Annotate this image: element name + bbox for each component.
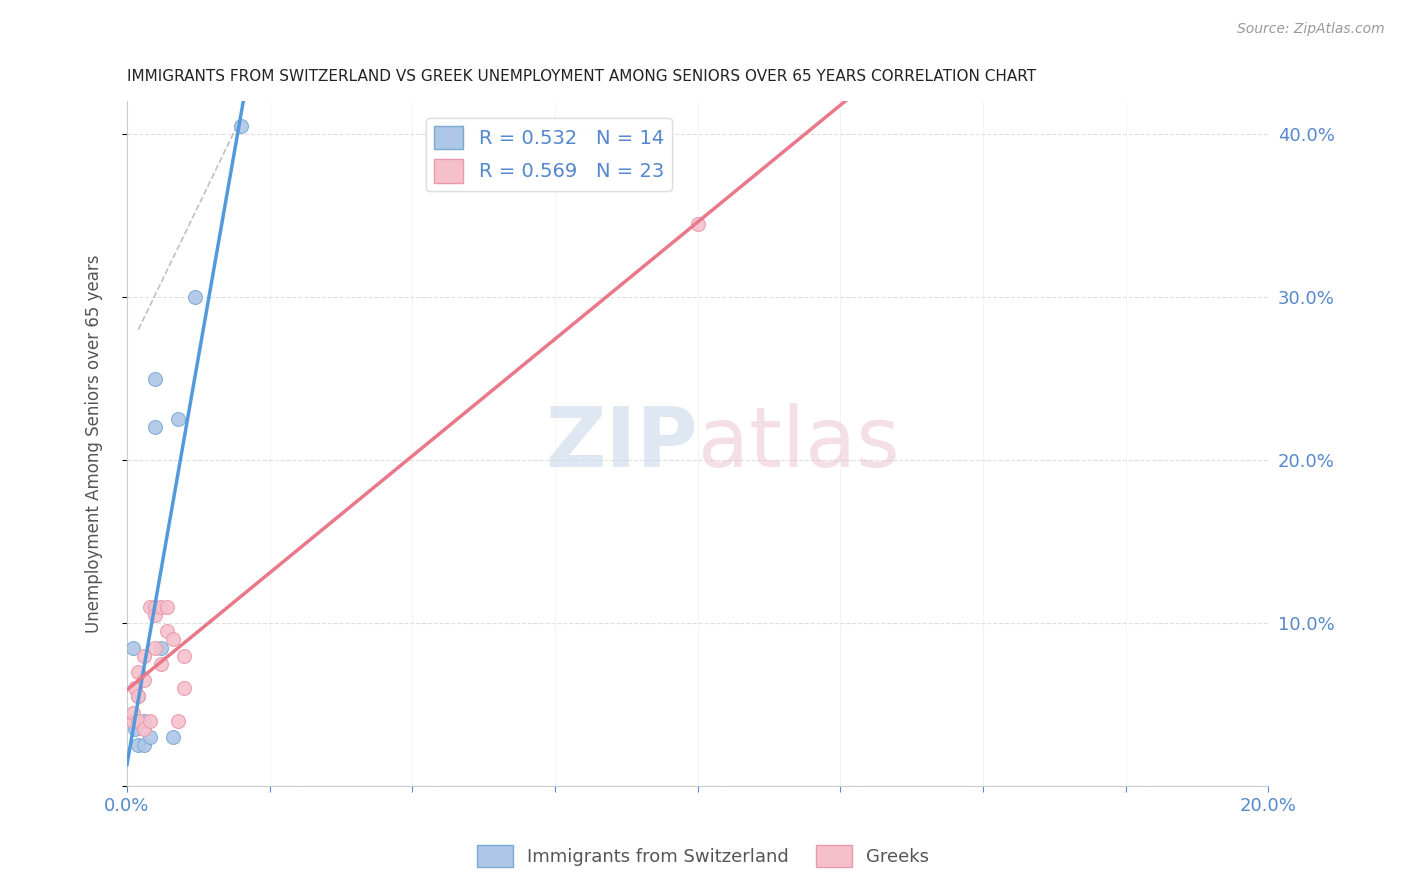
Point <box>138 730 160 744</box>
Point <box>132 648 155 663</box>
Point <box>150 640 173 655</box>
Point <box>121 640 143 655</box>
Point <box>167 714 190 728</box>
Point <box>132 714 155 728</box>
Legend: Immigrants from Switzerland, Greeks: Immigrants from Switzerland, Greeks <box>470 838 936 874</box>
Point <box>162 730 184 744</box>
Point <box>132 673 155 688</box>
Point <box>132 722 155 736</box>
Text: Source: ZipAtlas.com: Source: ZipAtlas.com <box>1237 22 1385 37</box>
Point <box>156 599 179 614</box>
Point <box>145 371 167 385</box>
Legend: R = 0.532   N = 14, R = 0.569   N = 23: R = 0.532 N = 14, R = 0.569 N = 23 <box>426 118 672 191</box>
Point <box>124 722 146 736</box>
Point <box>138 599 160 614</box>
Point <box>145 599 167 614</box>
Text: ZIP: ZIP <box>546 403 697 484</box>
Point <box>229 119 252 133</box>
Point <box>173 681 195 696</box>
Point <box>156 624 179 639</box>
Text: atlas: atlas <box>697 403 900 484</box>
Point <box>167 412 190 426</box>
Point <box>145 420 167 434</box>
Point <box>162 632 184 647</box>
Y-axis label: Unemployment Among Seniors over 65 years: Unemployment Among Seniors over 65 years <box>86 254 103 633</box>
Point <box>150 657 173 671</box>
Point <box>124 681 146 696</box>
Point <box>121 714 143 728</box>
Point <box>184 290 207 304</box>
Point <box>686 217 709 231</box>
Point <box>145 607 167 622</box>
Point <box>145 640 167 655</box>
Point <box>127 714 149 728</box>
Text: IMMIGRANTS FROM SWITZERLAND VS GREEK UNEMPLOYMENT AMONG SENIORS OVER 65 YEARS CO: IMMIGRANTS FROM SWITZERLAND VS GREEK UNE… <box>127 69 1036 84</box>
Point <box>127 665 149 679</box>
Point <box>138 714 160 728</box>
Point <box>173 648 195 663</box>
Point <box>132 739 155 753</box>
Point <box>127 690 149 704</box>
Point <box>121 706 143 720</box>
Point <box>127 739 149 753</box>
Point <box>150 599 173 614</box>
Point <box>127 690 149 704</box>
